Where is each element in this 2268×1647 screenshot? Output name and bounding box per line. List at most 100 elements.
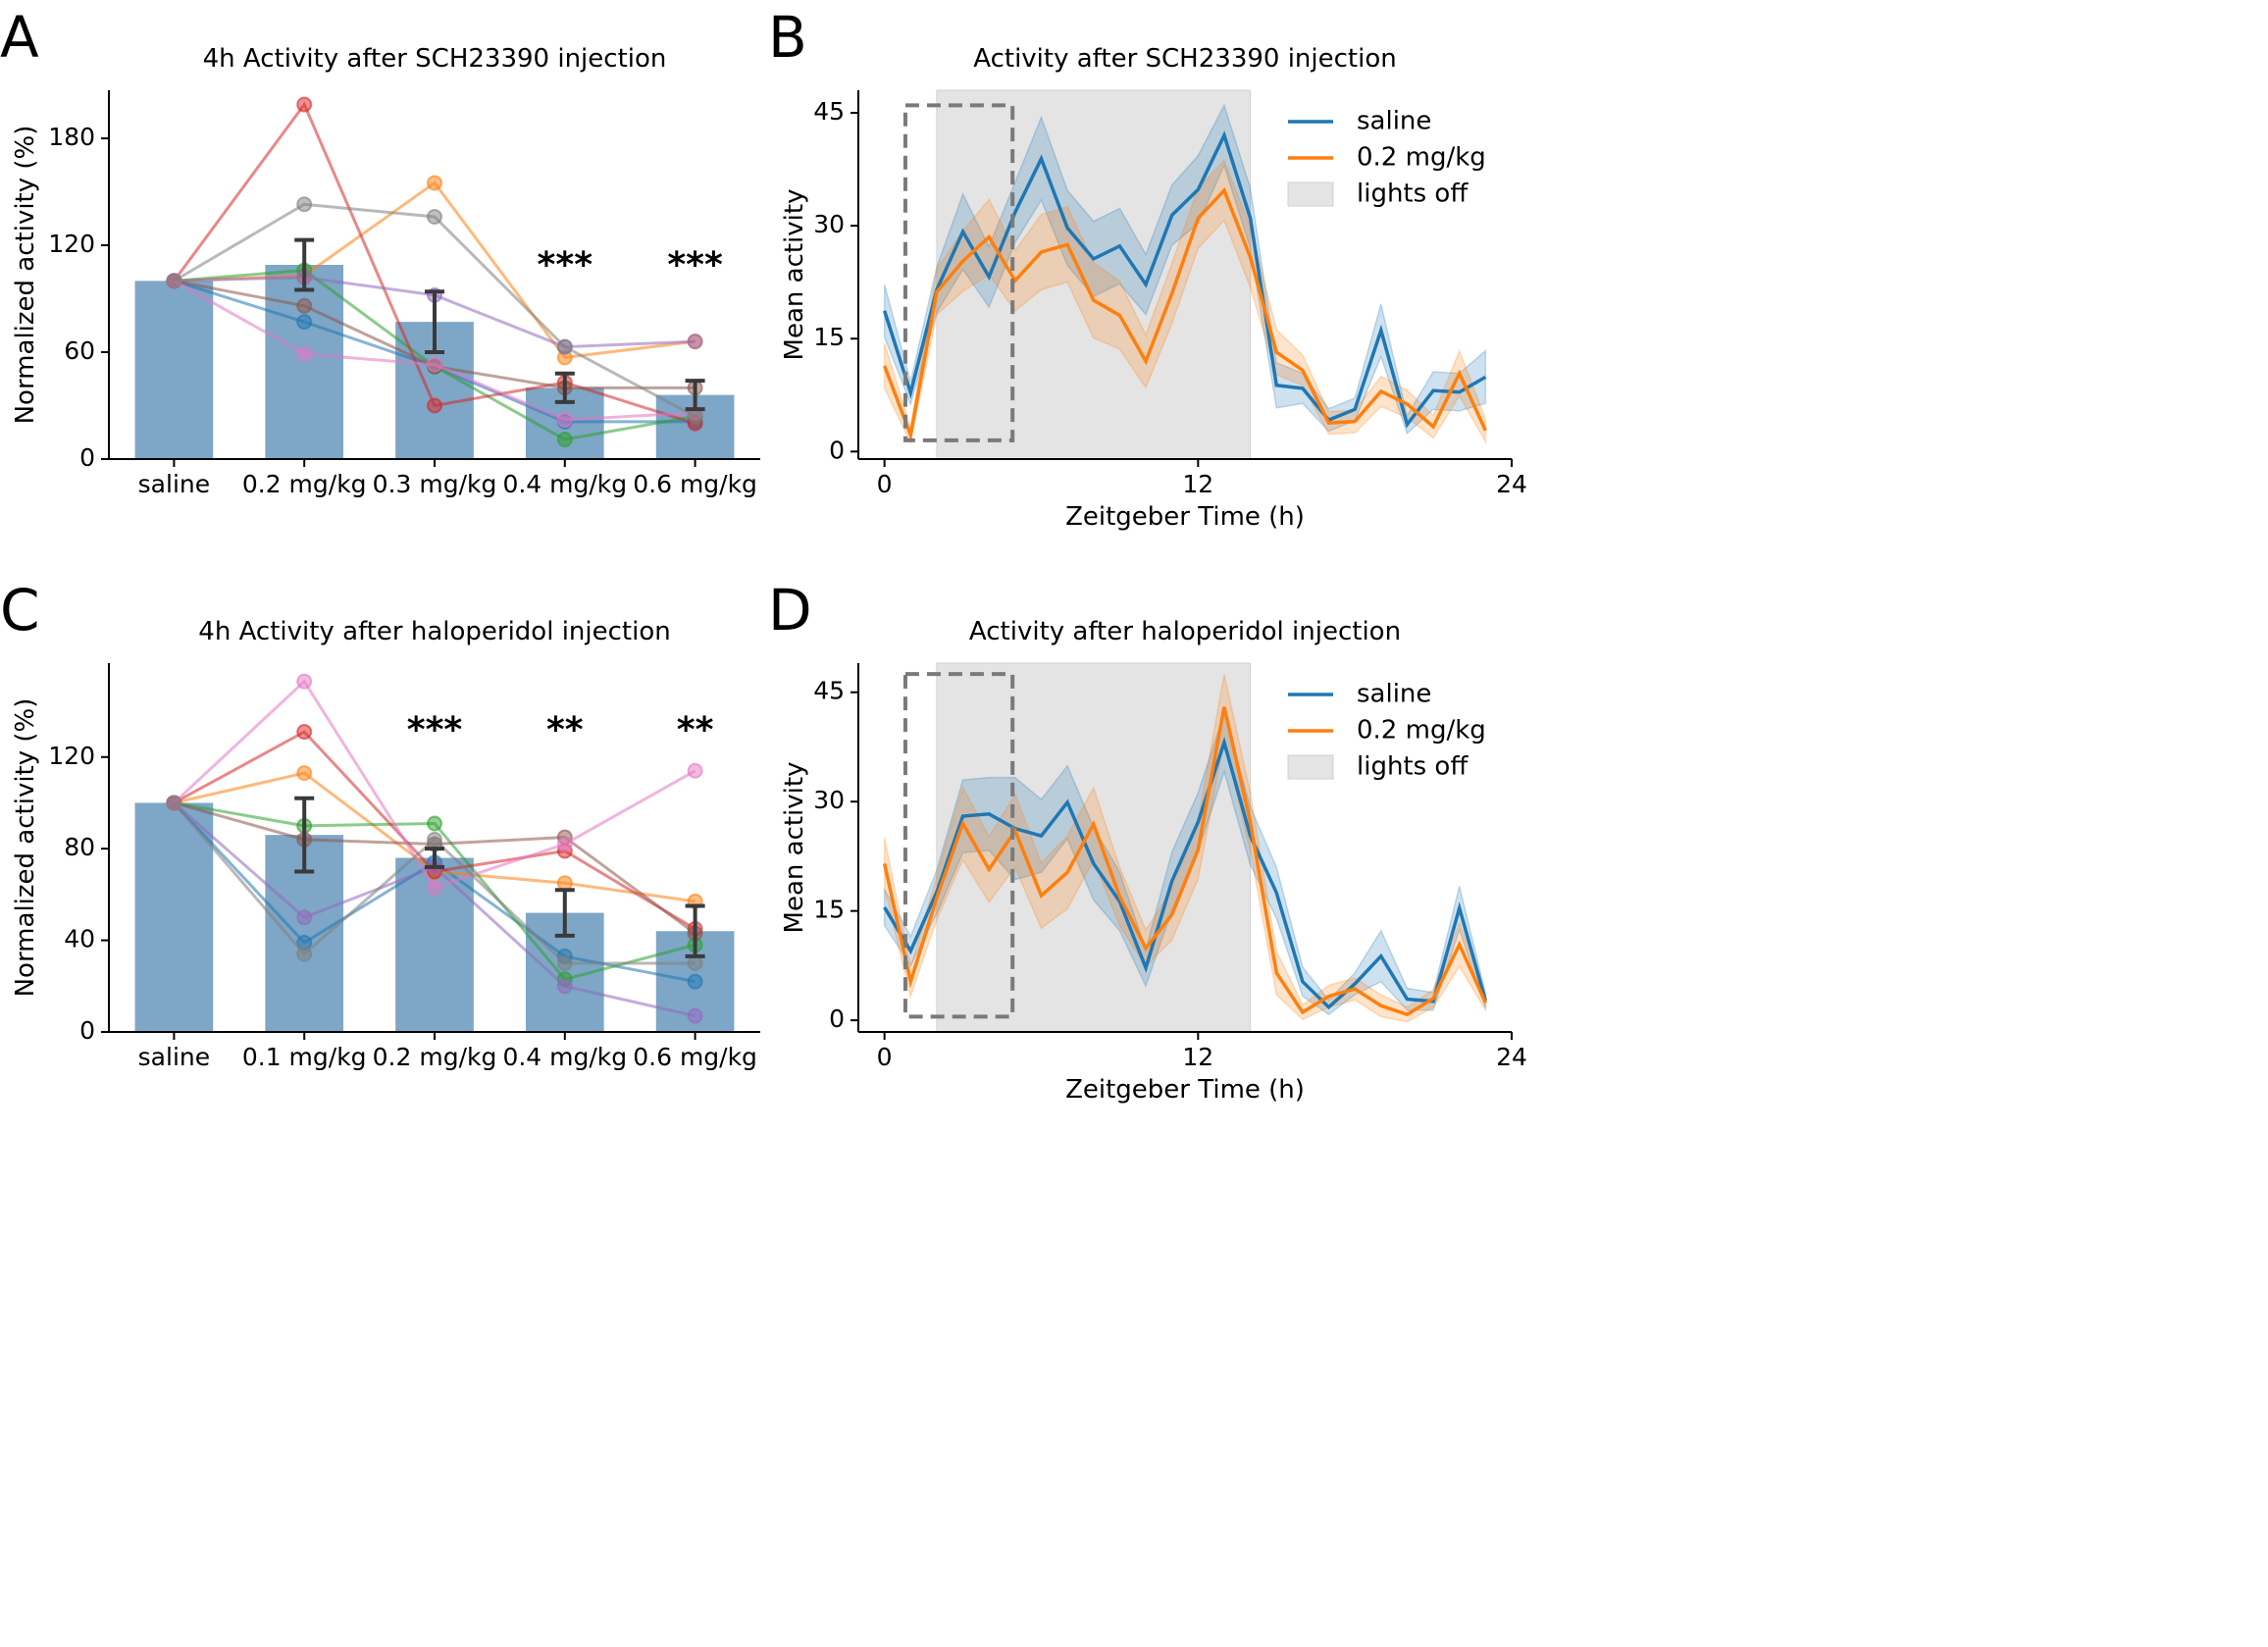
series-line-0.2 mg/kg — [883, 186, 1487, 441]
y-tick-label: 0 — [829, 436, 845, 464]
individual-point — [296, 297, 313, 314]
y-axis-label: Mean activity — [780, 762, 809, 934]
x-tick-label: saline — [138, 470, 210, 498]
x-axis-label: Zeitgeber Time (h) — [1065, 1075, 1305, 1105]
y-tick-label: 30 — [813, 210, 845, 238]
individual-point — [296, 673, 313, 690]
individual-point — [427, 879, 442, 896]
highlight-dashed-box — [902, 672, 1015, 1019]
x-tick-label: 0 — [877, 470, 893, 498]
y-tick-label: 40 — [64, 925, 95, 953]
bar-0.2 mg/kg — [265, 265, 344, 459]
legend-label: lights off — [1357, 180, 1469, 209]
panel-letter-B: B — [768, 4, 807, 71]
x-tick-label: 12 — [1182, 1043, 1213, 1071]
individual-point — [427, 815, 442, 832]
x-tick-label: 0 — [877, 1043, 893, 1071]
highlight-dashed-box — [902, 103, 1015, 442]
bar-saline — [134, 281, 214, 459]
significance-marker: *** — [667, 245, 723, 285]
x-tick-label: 0.2 mg/kg — [373, 1043, 497, 1071]
x-tick-label: 0.6 mg/kg — [633, 1043, 757, 1071]
significance-marker: *** — [538, 245, 593, 285]
panel-A: 4h Activity after SCH23390 injection *** *… — [11, 44, 760, 498]
series-line-saline — [882, 130, 1487, 429]
individual-point — [427, 208, 442, 225]
legend-label: 0.2 mg/kg — [1357, 716, 1486, 746]
legend-label: 0.2 mg/kg — [1357, 143, 1486, 173]
individual-point — [556, 875, 573, 892]
individual-point — [427, 831, 442, 848]
y-tick-label: 60 — [64, 336, 95, 365]
y-tick-label: 80 — [64, 833, 95, 861]
x-tick-label: 0.4 mg/kg — [502, 470, 627, 498]
individual-point — [556, 432, 573, 448]
individual-point — [687, 334, 703, 350]
y-tick-label: 45 — [813, 97, 845, 126]
legend-swatch-lights-off — [1287, 181, 1334, 207]
y-axis-label: Mean activity — [780, 189, 809, 361]
legend: saline 0.2 mg/kg lights off — [1287, 107, 1486, 209]
significance-marker: ** — [546, 710, 584, 750]
individual-point — [427, 356, 442, 373]
individual-point — [556, 954, 573, 971]
x-tick-label: 24 — [1496, 470, 1527, 498]
individual-point — [296, 724, 313, 741]
panel-C: 4h Activity after haloperidol injection *… — [11, 617, 760, 1071]
x-tick-label: 0.6 mg/kg — [633, 470, 757, 498]
x-tick-label: 0.3 mg/kg — [373, 470, 497, 498]
legend-label: lights off — [1357, 752, 1469, 782]
series-line-saline — [883, 736, 1488, 1010]
x-tick-label: 24 — [1496, 1043, 1527, 1071]
bar-saline — [134, 802, 214, 1032]
y-tick-label: 30 — [813, 786, 845, 814]
individual-point — [427, 175, 442, 191]
y-tick-label: 120 — [48, 230, 95, 258]
legend: saline 0.2 mg/kg lights off — [1287, 680, 1486, 782]
individual-point — [556, 338, 573, 355]
individual-point — [296, 196, 313, 213]
individual-point — [687, 408, 703, 425]
y-tick-label: 45 — [813, 677, 845, 705]
y-tick-label: 0 — [829, 1004, 845, 1033]
y-axis-label: Normalized activity (%) — [11, 698, 40, 998]
panel-letter-C: C — [0, 577, 40, 643]
chart-title: 4h Activity after SCH23390 injection — [203, 44, 667, 74]
individual-point — [296, 96, 313, 113]
individual-point — [296, 765, 313, 782]
x-tick-label: 0.4 mg/kg — [502, 1043, 627, 1071]
individual-point — [296, 345, 313, 362]
individual-point — [427, 397, 442, 414]
y-tick-label: 0 — [79, 443, 95, 472]
x-tick-label: 12 — [1182, 470, 1213, 498]
y-tick-label: 120 — [48, 742, 95, 770]
y-axis-label: Normalized activity (%) — [11, 126, 40, 425]
chart-title: Activity after haloperidol injection — [969, 617, 1401, 646]
significance-marker: ** — [677, 710, 714, 750]
individual-point — [687, 1007, 703, 1024]
legend-label: saline — [1357, 107, 1431, 136]
chart-title: Activity after SCH23390 injection — [973, 44, 1396, 74]
panel-D: Activity after haloperidol injection 0 15 3… — [780, 617, 1527, 1105]
x-axis-label: Zeitgeber Time (h) — [1065, 502, 1305, 532]
individual-point — [296, 314, 313, 331]
significance-marker: *** — [407, 710, 463, 750]
chart-title: 4h Activity after haloperidol injection — [198, 617, 670, 646]
x-tick-label: 0.1 mg/kg — [242, 1043, 367, 1071]
error-band-0.2 mg/kg — [883, 158, 1487, 445]
series-line-0.2 mg/kg — [882, 706, 1487, 1017]
y-tick-label: 180 — [48, 123, 95, 151]
panel-letter-D: D — [768, 577, 812, 643]
individual-point — [556, 412, 573, 429]
x-tick-label: 0.2 mg/kg — [242, 470, 367, 498]
y-tick-label: 0 — [79, 1016, 95, 1045]
legend-swatch-lights-off — [1287, 754, 1334, 780]
individual-point — [556, 836, 573, 852]
panel-B: Activity after SCH23390 injection 0 15 30 45… — [780, 44, 1527, 532]
individual-point — [296, 946, 313, 962]
x-tick-label: saline — [138, 1043, 210, 1071]
error-band-saline — [883, 103, 1487, 436]
individual-point — [296, 909, 313, 926]
individual-point — [687, 954, 703, 971]
